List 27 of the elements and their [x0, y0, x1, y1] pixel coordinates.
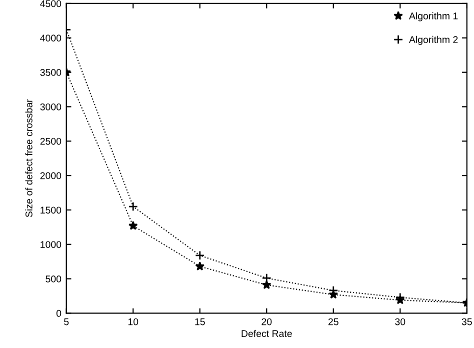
x-tick-label: 15 — [195, 318, 205, 326]
point — [262, 280, 272, 290]
y-tick-label: 500 — [46, 276, 62, 282]
y-tick-label: 4000 — [40, 34, 62, 42]
y-tick-label: 2500 — [40, 138, 62, 145]
x-tick-label: 5 — [64, 318, 69, 326]
y-tick-label: 2000 — [40, 172, 62, 180]
y-tick-label: 3500 — [40, 69, 62, 76]
y-axis-title: Size of defect free crossbar — [25, 99, 32, 218]
x-tick-label: 30 — [395, 318, 406, 326]
y-tick-label: 4500 — [40, 0, 62, 8]
legend-label: Algorithm 1 — [408, 12, 458, 22]
y-tick-label: 3000 — [40, 103, 62, 110]
x-tick-label: 20 — [262, 318, 272, 326]
point — [195, 262, 205, 270]
point — [128, 220, 138, 230]
y-tick-label: 1000 — [40, 241, 62, 248]
x-tick-label: 25 — [328, 318, 338, 326]
y-tick-label: 0 — [56, 310, 62, 317]
y-tick-label: 1500 — [40, 206, 62, 214]
legend-label: Algorithm 2 — [408, 36, 458, 45]
x-axis-title: Defect Rate — [242, 330, 292, 338]
x-tick-label: 10 — [128, 318, 138, 326]
point — [262, 273, 272, 283]
x-tick-label: 35 — [462, 318, 472, 326]
point — [128, 202, 138, 212]
point — [195, 250, 205, 260]
